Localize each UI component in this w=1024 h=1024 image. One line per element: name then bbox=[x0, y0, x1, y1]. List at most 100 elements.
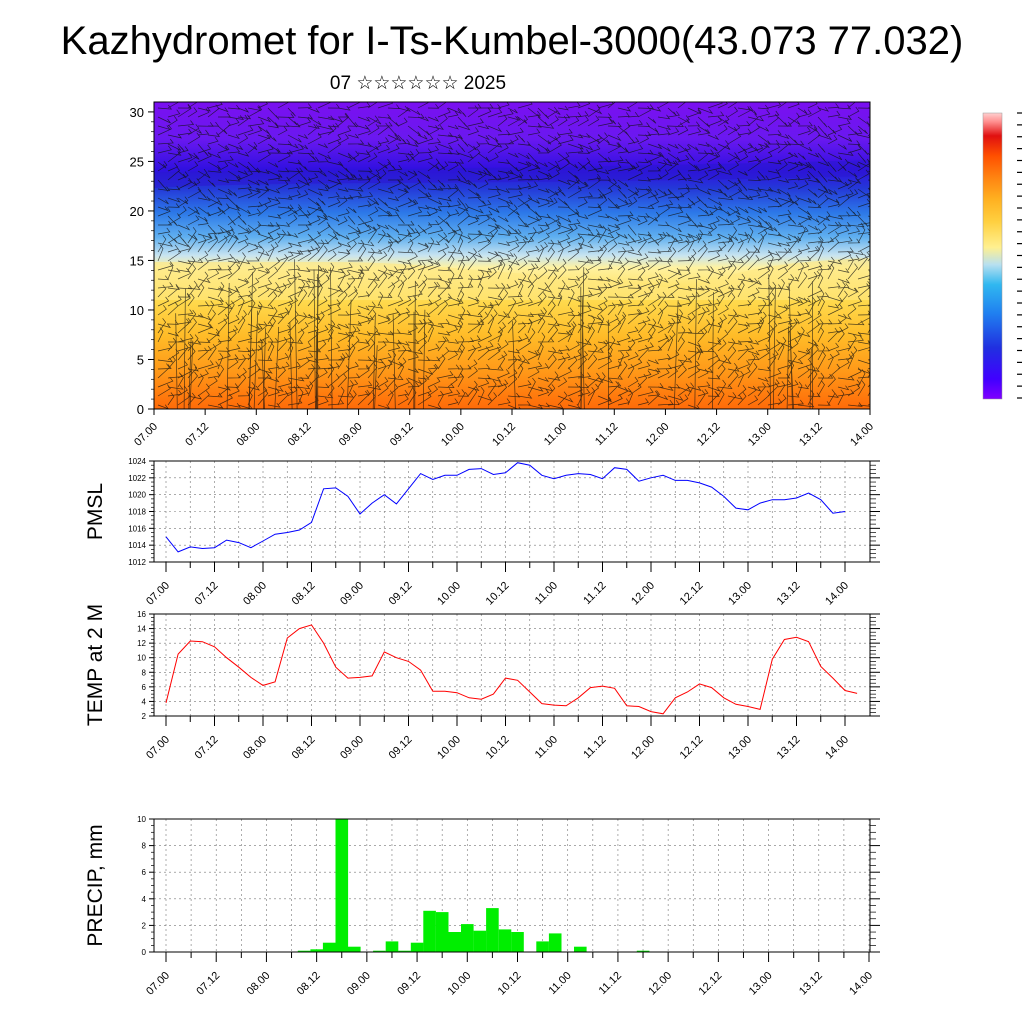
wind-barb bbox=[197, 196, 211, 201]
wind-barb bbox=[517, 321, 526, 334]
wind-barb bbox=[327, 287, 344, 293]
wind-barb bbox=[397, 394, 409, 406]
y-tick-label: 10 bbox=[137, 654, 146, 663]
wind-barb bbox=[567, 385, 583, 397]
wind-barb bbox=[707, 216, 720, 226]
x-tick-label: 08.00 bbox=[241, 580, 269, 608]
wind-barb bbox=[537, 266, 548, 280]
wind-barb bbox=[387, 134, 402, 142]
wind-barb bbox=[197, 170, 211, 179]
wind-barb bbox=[667, 330, 676, 343]
wind-barb bbox=[207, 168, 222, 173]
wind-barb bbox=[797, 261, 810, 271]
wind-barb bbox=[707, 351, 719, 361]
wind-barb bbox=[167, 337, 185, 343]
wind-barb bbox=[657, 143, 671, 152]
wind-barb bbox=[357, 200, 372, 208]
wind-barb bbox=[477, 139, 490, 145]
wind-barb bbox=[797, 244, 810, 253]
x-tick-label: 13.12 bbox=[775, 734, 803, 762]
wind-barb bbox=[827, 110, 841, 118]
wind-barb bbox=[317, 296, 328, 307]
wind-barb bbox=[617, 333, 631, 343]
wind-barb bbox=[487, 267, 497, 280]
wind-barb bbox=[827, 282, 841, 289]
wind-barb bbox=[227, 161, 239, 168]
wind-barb bbox=[647, 106, 662, 112]
wind-barb bbox=[247, 256, 260, 262]
wind-barb bbox=[567, 288, 575, 307]
wind-barb bbox=[227, 115, 245, 120]
wind-barb bbox=[307, 152, 316, 161]
wind-barb bbox=[667, 267, 681, 280]
wind-barb bbox=[527, 206, 539, 216]
wind-barb bbox=[237, 278, 250, 283]
wind-barb bbox=[767, 169, 780, 174]
wind-barb bbox=[497, 398, 511, 406]
x-tick-label: 14.00 bbox=[848, 421, 876, 449]
wind-barb bbox=[437, 107, 451, 118]
wind-barb bbox=[767, 353, 777, 370]
wind-barb bbox=[557, 179, 572, 186]
wind-barb bbox=[677, 326, 686, 343]
wind-barb bbox=[247, 345, 263, 352]
wind-barb bbox=[727, 284, 735, 298]
wind-barb bbox=[317, 268, 329, 274]
wind-barb bbox=[327, 170, 339, 178]
wind-barb bbox=[617, 233, 628, 239]
wind-barb bbox=[297, 389, 309, 397]
wind-barb bbox=[157, 145, 172, 154]
wind-barb bbox=[537, 173, 550, 181]
wind-barb bbox=[367, 178, 381, 190]
wind-barb bbox=[387, 308, 399, 316]
wind-barb bbox=[857, 215, 869, 227]
wind-barb bbox=[577, 268, 590, 280]
wind-barb bbox=[377, 232, 391, 238]
wind-barb bbox=[317, 215, 329, 221]
wind-barb bbox=[467, 345, 476, 361]
wind-barb bbox=[657, 364, 672, 370]
wind-barb bbox=[697, 188, 712, 196]
wind-barb bbox=[857, 254, 868, 271]
wind-barb bbox=[637, 176, 652, 182]
wind-barb bbox=[347, 326, 361, 334]
wind-barb bbox=[347, 226, 361, 235]
wind-barb bbox=[757, 224, 774, 232]
wind-barb bbox=[627, 168, 643, 181]
wind-barb bbox=[737, 106, 754, 111]
wind-barb bbox=[807, 237, 823, 244]
wind-barb bbox=[557, 115, 568, 127]
wind-barb bbox=[157, 116, 171, 124]
wind-barb bbox=[217, 155, 234, 163]
wind-barb bbox=[737, 384, 747, 397]
wind-barb bbox=[747, 176, 761, 181]
wind-barb bbox=[457, 206, 469, 212]
grid bbox=[154, 461, 870, 562]
wind-barb bbox=[547, 346, 556, 361]
wind-barb bbox=[677, 187, 690, 199]
wind-barb bbox=[387, 233, 399, 244]
wind-barb bbox=[797, 161, 812, 169]
wind-barb bbox=[757, 143, 770, 149]
wind-barb bbox=[657, 273, 663, 289]
wind-barb bbox=[307, 156, 320, 163]
wind-barb bbox=[567, 143, 584, 150]
wind-barb bbox=[417, 280, 427, 298]
wind-barb bbox=[787, 318, 800, 325]
wind-barb bbox=[597, 351, 613, 361]
wind-barb bbox=[407, 349, 424, 355]
wind-barb bbox=[317, 333, 333, 343]
wind-barb bbox=[767, 339, 781, 352]
wind-barb bbox=[227, 300, 235, 316]
wind-barb bbox=[547, 294, 563, 300]
wind-barb bbox=[817, 244, 825, 262]
wind-barb bbox=[177, 104, 192, 118]
grid bbox=[154, 819, 870, 952]
wind-barb bbox=[317, 393, 334, 399]
wind-barb bbox=[177, 343, 189, 361]
wind-barb bbox=[227, 287, 241, 294]
wind-barb bbox=[277, 195, 293, 200]
wind-barb bbox=[457, 125, 471, 131]
wind-barb bbox=[597, 372, 606, 388]
wind-barb bbox=[197, 188, 207, 199]
